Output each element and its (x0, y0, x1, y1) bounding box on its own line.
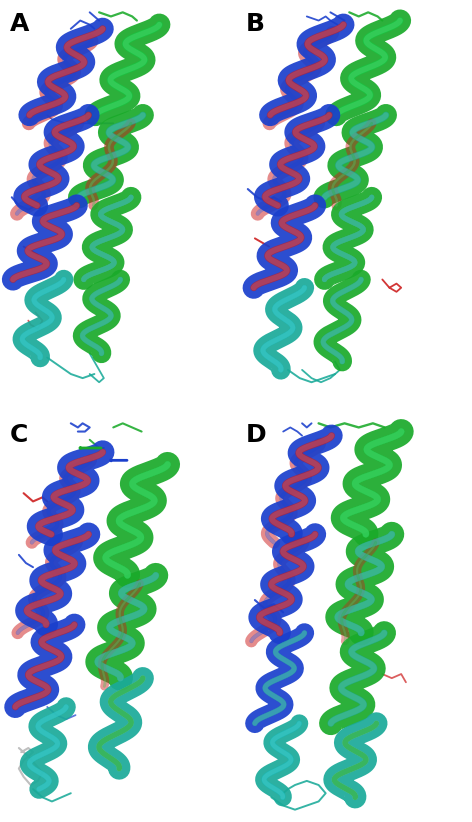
Text: B: B (245, 12, 264, 36)
Text: D: D (245, 423, 266, 447)
Text: A: A (9, 12, 29, 36)
Text: C: C (9, 423, 28, 447)
